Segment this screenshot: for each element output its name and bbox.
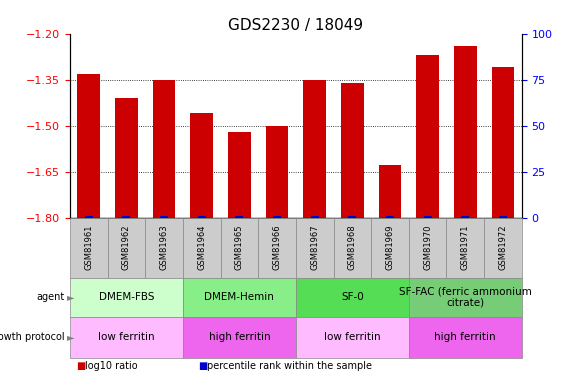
Bar <box>153 80 175 218</box>
Bar <box>349 216 356 217</box>
Bar <box>296 317 409 358</box>
Bar <box>454 46 476 217</box>
Text: GSM81967: GSM81967 <box>310 225 319 270</box>
Bar <box>115 98 138 218</box>
Text: GSM81972: GSM81972 <box>498 225 507 270</box>
Text: ►: ► <box>67 292 75 302</box>
Text: low ferritin: low ferritin <box>98 333 154 342</box>
Bar <box>447 217 484 278</box>
Bar <box>491 68 514 218</box>
Text: SF-FAC (ferric ammonium
citrate): SF-FAC (ferric ammonium citrate) <box>399 286 532 308</box>
Text: DMEM-FBS: DMEM-FBS <box>99 292 154 302</box>
Bar <box>220 217 258 278</box>
Text: low ferritin: low ferritin <box>324 333 381 342</box>
Bar <box>258 217 296 278</box>
Bar <box>108 217 145 278</box>
Bar <box>70 317 183 358</box>
Text: DMEM-Hemin: DMEM-Hemin <box>205 292 275 302</box>
Text: GSM81965: GSM81965 <box>235 225 244 270</box>
Bar <box>341 83 364 218</box>
Bar <box>409 317 522 358</box>
Text: ■: ■ <box>76 361 85 370</box>
Text: GSM81970: GSM81970 <box>423 225 432 270</box>
Bar <box>379 165 401 218</box>
Bar <box>461 216 469 217</box>
Text: GSM81962: GSM81962 <box>122 225 131 270</box>
Text: GSM81961: GSM81961 <box>85 225 93 270</box>
Bar <box>70 217 108 278</box>
Title: GDS2230 / 18049: GDS2230 / 18049 <box>229 18 363 33</box>
Bar <box>160 216 168 217</box>
Bar <box>228 132 251 218</box>
Bar <box>296 217 333 278</box>
Bar <box>416 55 439 217</box>
Bar <box>85 216 93 217</box>
Bar <box>183 217 220 278</box>
Text: growth protocol: growth protocol <box>0 333 64 342</box>
Bar <box>266 126 289 218</box>
Text: GSM81963: GSM81963 <box>160 225 168 270</box>
Text: GSM81964: GSM81964 <box>197 225 206 270</box>
Bar <box>386 216 394 217</box>
Text: log10 ratio: log10 ratio <box>85 361 137 370</box>
Bar <box>191 113 213 218</box>
Bar <box>409 278 522 317</box>
Bar <box>198 216 206 217</box>
Bar <box>296 278 409 317</box>
Text: ■: ■ <box>198 361 208 370</box>
Bar <box>499 216 507 217</box>
Bar <box>70 278 183 317</box>
Bar <box>236 216 243 217</box>
Text: high ferritin: high ferritin <box>209 333 270 342</box>
Bar <box>484 217 522 278</box>
Bar <box>183 317 296 358</box>
Bar <box>409 217 447 278</box>
Bar <box>311 216 319 217</box>
Bar <box>333 217 371 278</box>
Bar <box>303 80 326 218</box>
Bar <box>273 216 281 217</box>
Text: ►: ► <box>67 333 75 342</box>
Bar <box>371 217 409 278</box>
Text: agent: agent <box>36 292 64 302</box>
Text: GSM81969: GSM81969 <box>385 225 395 270</box>
Text: GSM81968: GSM81968 <box>348 225 357 270</box>
Text: high ferritin: high ferritin <box>434 333 496 342</box>
Bar <box>183 278 296 317</box>
Text: percentile rank within the sample: percentile rank within the sample <box>207 361 372 370</box>
Bar <box>145 217 183 278</box>
Text: GSM81966: GSM81966 <box>272 225 282 270</box>
Bar <box>424 216 431 217</box>
Text: GSM81971: GSM81971 <box>461 225 470 270</box>
Text: SF-0: SF-0 <box>341 292 364 302</box>
Bar <box>78 74 100 217</box>
Bar <box>122 216 131 217</box>
